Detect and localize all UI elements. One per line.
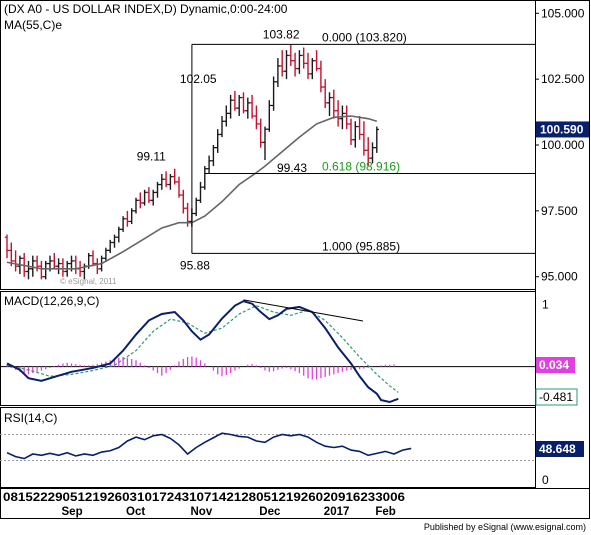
macd-signal-line bbox=[6, 304, 399, 393]
month-label: Feb bbox=[375, 506, 395, 518]
fib-level-label: 0.618 (98.916) bbox=[322, 160, 400, 174]
month-label: 2017 bbox=[324, 506, 350, 518]
price-annotation: 103.82 bbox=[263, 27, 300, 41]
fib-level-label: 1.000 (95.885) bbox=[322, 239, 400, 253]
month-label: Oct bbox=[126, 506, 145, 518]
moving-average-line bbox=[6, 115, 378, 270]
signal-value-label: -0.481 bbox=[539, 390, 573, 404]
signal-value-tag bbox=[535, 388, 578, 406]
rsi-axis-label: 0 bbox=[542, 473, 549, 487]
macd-value-label: 0.034 bbox=[539, 358, 569, 372]
macd-layer: 1 0.034 -0.481 bbox=[0, 297, 578, 406]
price-axis-label: 105.000 bbox=[541, 6, 585, 20]
price-annotation: 95.88 bbox=[180, 258, 210, 272]
price-panel-frame bbox=[0, 0, 536, 290]
month-label: Sep bbox=[62, 506, 83, 518]
macd-divergence-trendline bbox=[243, 299, 364, 322]
macd-panel-frame bbox=[0, 291, 536, 406]
month-label: Dec bbox=[259, 506, 281, 518]
last-price-tag bbox=[536, 121, 589, 138]
price-layer: 0.000 (103.820) 0.618 (98.916) 1.000 (95.8… bbox=[4, 6, 589, 284]
rsi-value-label: 48.648 bbox=[539, 442, 576, 456]
rsi-panel-frame bbox=[0, 407, 536, 488]
macd-line bbox=[6, 300, 399, 404]
price-annotation: 99.11 bbox=[137, 149, 166, 163]
rsi-value-tag bbox=[536, 441, 584, 457]
price-axis-label: 102.500 bbox=[541, 72, 585, 86]
rsi-line bbox=[6, 432, 412, 460]
price-annotation: 99.43 bbox=[277, 161, 307, 175]
publisher-credit: Published by eSignal (www.esignal.com) bbox=[424, 522, 586, 532]
price-chart-title: (DX A0 - US DOLLAR INDEX,D) Dynamic,0:00… bbox=[4, 2, 288, 16]
axis-layer: Sep Oct Nov Dec 2017 Feb bbox=[62, 506, 396, 518]
ma-label: MA(55,C)e bbox=[4, 18, 62, 32]
price-axis-label: 100.000 bbox=[541, 138, 585, 152]
price-annotation: 102.05 bbox=[180, 72, 217, 86]
macd-title: MACD(12,26,9,C) bbox=[4, 294, 99, 308]
last-price-label: 100.590 bbox=[540, 122, 584, 136]
day-tick-labels: 0815222905121926031017243107142128051219… bbox=[3, 492, 405, 504]
date-axis-frame bbox=[0, 488, 590, 519]
month-label: Nov bbox=[191, 506, 213, 518]
rsi-title: RSI(14,C) bbox=[4, 411, 57, 425]
price-axis-label: 97.500 bbox=[541, 204, 578, 218]
macd-value-tag bbox=[536, 357, 575, 373]
macd-axis-label: 1 bbox=[542, 297, 549, 311]
rsi-layer: 0 48.648 bbox=[0, 432, 584, 487]
fib-level-label: 0.000 (103.820) bbox=[322, 30, 407, 44]
watermark: © eSignal, 2011 bbox=[60, 277, 117, 286]
price-axis-label: 95.000 bbox=[541, 270, 578, 284]
